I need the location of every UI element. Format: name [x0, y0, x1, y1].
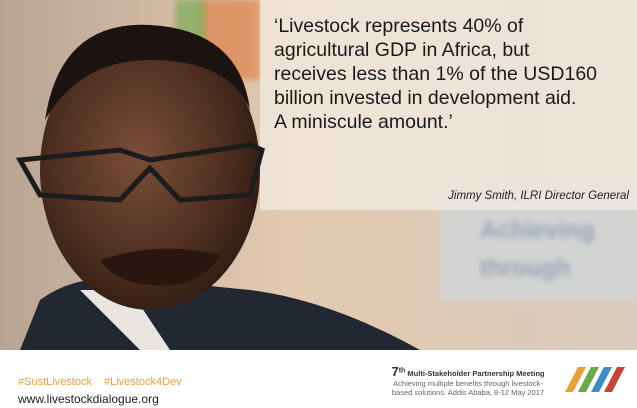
- meeting-title: Multi-Stakeholder Partnership Meeting: [407, 369, 545, 378]
- quote: ‘Livestock represents 40% of agricultural…: [274, 14, 634, 134]
- hashtags: #SustLivestock #Livestock4Dev: [18, 376, 194, 388]
- photo-art: Achieving through: [0, 0, 637, 350]
- quote-line: receives less than 1% of the USD160: [274, 63, 598, 85]
- logo: [565, 367, 625, 392]
- hashtag: #Livestock4Dev: [103, 376, 182, 388]
- hair: [45, 24, 250, 120]
- quote-line: billion invested in development aid.: [274, 87, 577, 109]
- quote-line: A miniscule amount.’: [274, 111, 453, 133]
- attribution: Jimmy Smith, ILRI Director General: [448, 190, 629, 202]
- shirt: [80, 290, 170, 350]
- ordinal-suffix: th: [398, 367, 406, 375]
- meeting-info: 7th Multi-Stakeholder Partnership Meetin…: [368, 364, 568, 397]
- website: www.livestockdialogue.org: [18, 392, 159, 406]
- meeting-subtitle: Achieving multiple benefits through live…: [393, 379, 543, 388]
- hashtag: #SustLivestock: [18, 376, 92, 388]
- background-text: Achieving: [480, 217, 595, 244]
- quote-panel: [260, 0, 637, 210]
- quote-line: agricultural GDP in Africa, but: [274, 39, 530, 61]
- background-text: through: [480, 255, 571, 282]
- quote-line: ‘Livestock represents 40% of: [274, 15, 524, 37]
- glasses: [15, 142, 265, 203]
- mouth: [100, 248, 220, 286]
- photo: Achieving through: [0, 0, 637, 350]
- footer: #SustLivestock #Livestock4Dev www.livesto…: [0, 350, 637, 408]
- meeting-subtitle: based solutions. Addis Ababa, 8-12 May 2…: [391, 388, 545, 397]
- meeting-number: 7: [391, 364, 399, 379]
